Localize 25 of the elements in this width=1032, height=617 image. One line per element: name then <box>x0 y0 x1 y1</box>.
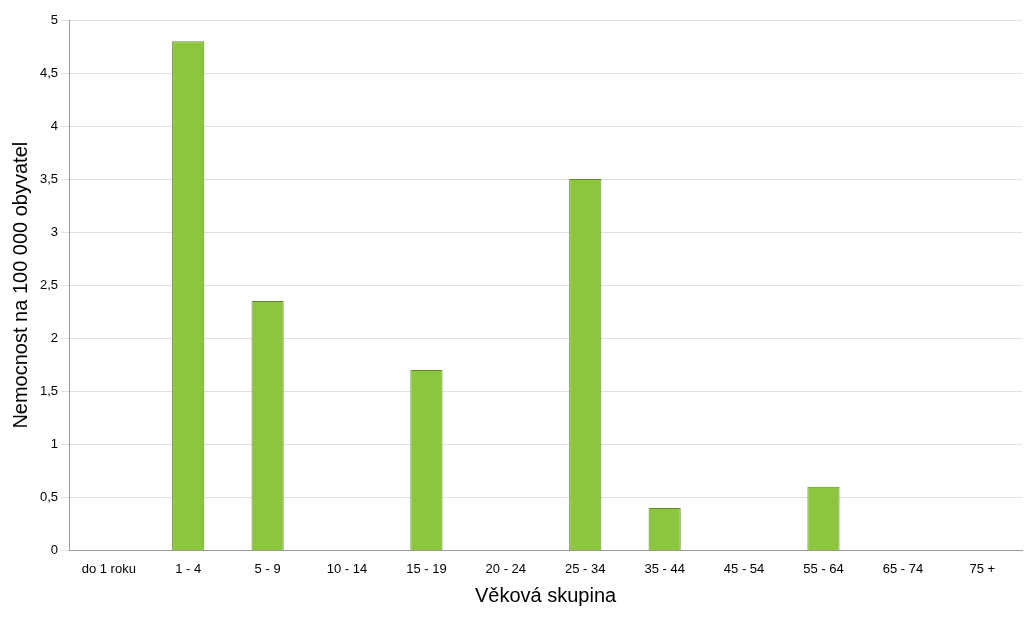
x-tick-label: 5 - 9 <box>254 560 281 576</box>
x-tick-label: 10 - 14 <box>326 560 368 576</box>
y-tick-label: 3,5 <box>39 170 59 186</box>
x-tick-label: 1 - 4 <box>175 560 202 576</box>
x-tick-label: 15 - 19 <box>406 560 447 576</box>
x-tick-label: 20 - 24 <box>485 560 527 576</box>
x-tick-label: 35 - 44 <box>644 560 685 576</box>
y-tick-label: 2,5 <box>39 276 59 292</box>
y-tick-label: 4 <box>50 117 59 133</box>
y-tick-label: 1 <box>50 435 59 451</box>
x-tick-label: 45 - 54 <box>723 560 765 576</box>
y-tick-label: 2 <box>50 329 59 345</box>
y-tick-label: 4,5 <box>39 64 59 80</box>
x-tick-label: 65 - 74 <box>882 560 924 576</box>
y-tick-label: 1,5 <box>39 382 59 398</box>
x-tick-label: 75 + <box>969 560 996 576</box>
x-axis-title: Věková skupina <box>474 583 618 606</box>
y-axis-title: Nemocnost na 100 000 obyvatel <box>8 141 31 429</box>
x-tick-label: do 1 roku <box>81 560 136 576</box>
y-tick-label: 0,5 <box>39 488 59 504</box>
y-tick-label: 5 <box>50 11 59 27</box>
y-tick-label: 0 <box>50 541 59 557</box>
x-tick-label: 25 - 34 <box>565 560 606 576</box>
y-tick-label: 3 <box>50 223 59 239</box>
x-tick-label: 55 - 64 <box>803 560 844 576</box>
